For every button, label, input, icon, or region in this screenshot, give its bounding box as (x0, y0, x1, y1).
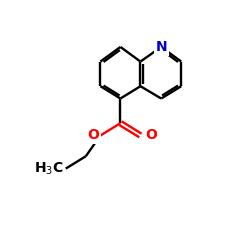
Text: O: O (88, 128, 100, 142)
Text: N: N (156, 40, 167, 54)
Text: O: O (145, 128, 157, 142)
Text: H$_3$C: H$_3$C (34, 160, 64, 177)
